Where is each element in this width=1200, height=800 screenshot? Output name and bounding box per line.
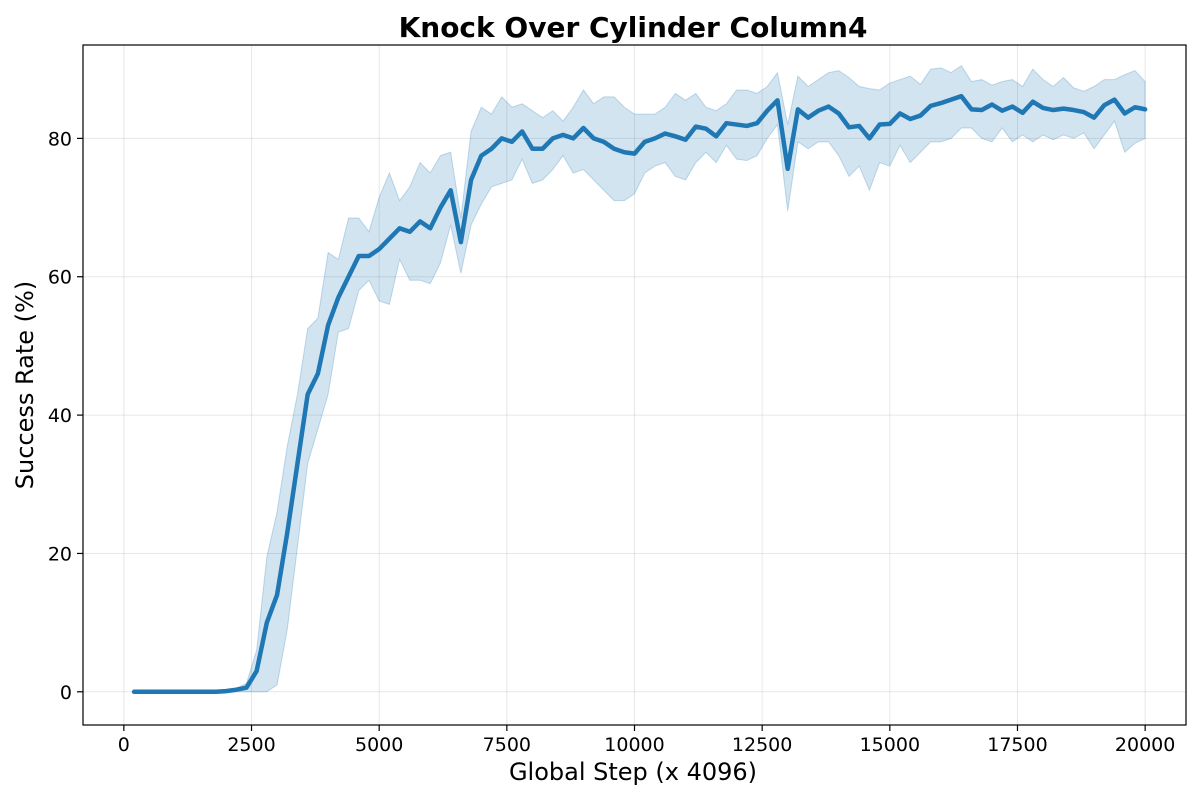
- x-tick-label: 12500: [732, 734, 792, 756]
- x-tick-label: 15000: [860, 734, 920, 756]
- ticks-layer: 0 2500 5000 7500 10000 12500 15000 17500 20000 0 2…: [48, 128, 1176, 756]
- y-tick-label: 0: [60, 682, 72, 704]
- series-line-layer: [131, 93, 1148, 695]
- grid-layer: [83, 45, 1186, 725]
- y-tick-label: 20: [48, 543, 72, 565]
- x-tick-label: 0: [118, 734, 130, 756]
- y-tick-label: 40: [48, 405, 72, 427]
- y-axis-label: Success Rate (%): [11, 281, 39, 489]
- confidence-band-layer: [134, 65, 1146, 693]
- x-tick-label: 10000: [604, 734, 664, 756]
- series-line: [131, 93, 1148, 695]
- y-tick-label: 60: [48, 267, 72, 289]
- y-tick-label: 80: [48, 128, 72, 150]
- x-tick-label: 2500: [227, 734, 275, 756]
- x-tick-label: 7500: [483, 734, 531, 756]
- x-tick-label: 5000: [355, 734, 403, 756]
- x-tick-label: 20000: [1115, 734, 1175, 756]
- chart-title: Knock Over Cylinder Column4: [399, 11, 868, 44]
- x-axis-label: Global Step (x 4096): [509, 758, 757, 786]
- confidence-band: [134, 65, 1146, 693]
- x-tick-label: 17500: [987, 734, 1047, 756]
